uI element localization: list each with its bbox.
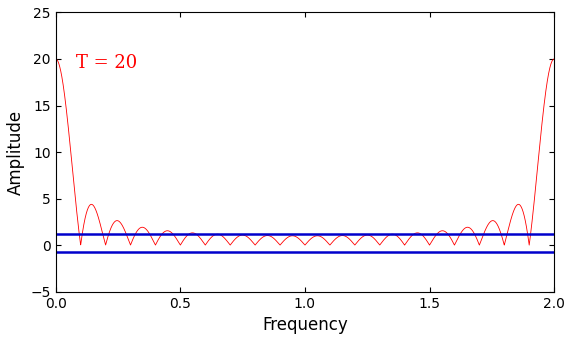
Y-axis label: Amplitude: Amplitude [7,109,25,195]
Text: T = 20: T = 20 [76,54,137,72]
X-axis label: Frequency: Frequency [262,316,348,334]
